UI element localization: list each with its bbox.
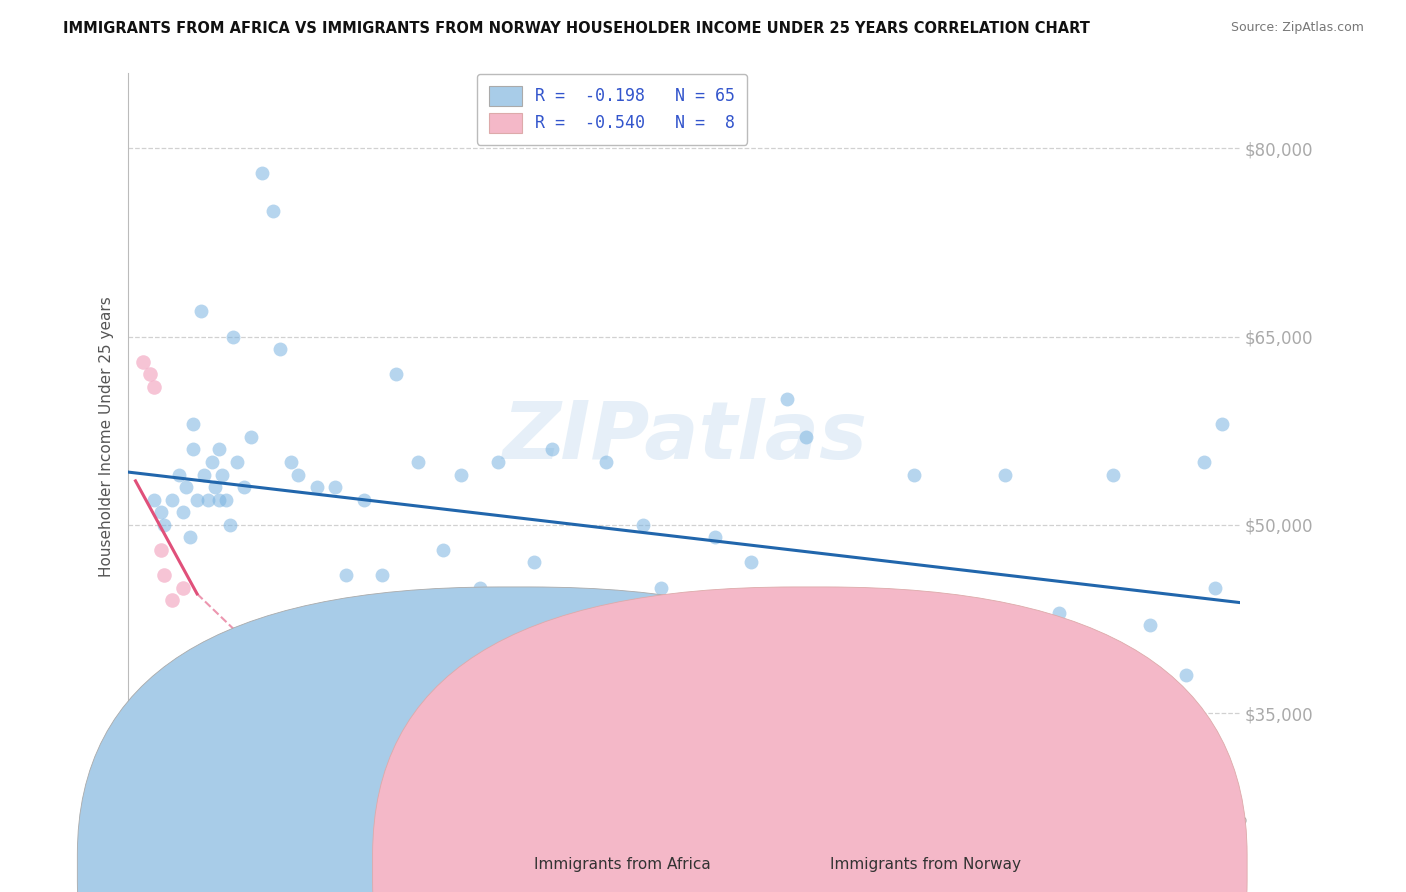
Point xyxy=(776,392,799,407)
Point xyxy=(704,530,727,544)
Point xyxy=(172,581,194,595)
Point xyxy=(371,568,394,582)
Point xyxy=(215,492,238,507)
Point xyxy=(208,442,231,457)
Text: Immigrants from Norway: Immigrants from Norway xyxy=(830,857,1021,872)
Point xyxy=(269,342,291,356)
Point xyxy=(650,581,672,595)
Y-axis label: Householder Income Under 25 years: Householder Income Under 25 years xyxy=(100,296,114,577)
Point xyxy=(252,166,274,180)
Point xyxy=(142,492,165,507)
Point xyxy=(179,530,201,544)
Point xyxy=(1204,581,1226,595)
Point xyxy=(523,556,546,570)
Point xyxy=(233,480,256,494)
Point xyxy=(1174,668,1197,682)
Point xyxy=(486,455,509,469)
Point xyxy=(153,517,176,532)
Point xyxy=(450,467,472,482)
Point xyxy=(1139,618,1161,632)
Point xyxy=(190,304,212,318)
Point xyxy=(160,492,183,507)
Point xyxy=(287,467,309,482)
Point xyxy=(721,643,744,657)
Point xyxy=(174,480,197,494)
Point xyxy=(866,593,889,607)
Text: Source: ZipAtlas.com: Source: ZipAtlas.com xyxy=(1230,21,1364,34)
Point xyxy=(208,492,231,507)
Point xyxy=(211,467,233,482)
Point xyxy=(172,505,194,519)
Point xyxy=(468,581,491,595)
Point xyxy=(353,492,375,507)
Text: IMMIGRANTS FROM AFRICA VS IMMIGRANTS FROM NORWAY HOUSEHOLDER INCOME UNDER 25 YEA: IMMIGRANTS FROM AFRICA VS IMMIGRANTS FRO… xyxy=(63,21,1090,36)
Point xyxy=(149,505,172,519)
Legend: R =  -0.198   N = 65, R =  -0.540   N =  8: R = -0.198 N = 65, R = -0.540 N = 8 xyxy=(477,74,747,145)
Point xyxy=(183,442,205,457)
Point xyxy=(939,744,962,758)
Point xyxy=(262,204,284,219)
Point xyxy=(1047,606,1070,620)
Point xyxy=(385,367,408,381)
Point xyxy=(558,618,581,632)
Point xyxy=(595,455,617,469)
Point xyxy=(183,417,205,432)
Point xyxy=(204,480,226,494)
Point xyxy=(139,367,162,381)
Point xyxy=(153,568,176,582)
Point xyxy=(541,442,564,457)
Point xyxy=(218,517,240,532)
Point xyxy=(149,542,172,557)
Point xyxy=(222,329,245,343)
Point xyxy=(132,354,155,368)
Point xyxy=(631,517,654,532)
Point xyxy=(994,467,1017,482)
Point xyxy=(668,693,690,707)
Point xyxy=(200,455,222,469)
Point xyxy=(186,492,208,507)
Point xyxy=(1102,467,1125,482)
Point xyxy=(1211,417,1233,432)
Point xyxy=(167,467,190,482)
Point xyxy=(305,480,328,494)
Text: Immigrants from Africa: Immigrants from Africa xyxy=(534,857,711,872)
Point xyxy=(142,380,165,394)
Point xyxy=(197,492,219,507)
Point xyxy=(406,455,429,469)
Point xyxy=(225,455,247,469)
Point xyxy=(193,467,215,482)
Point xyxy=(740,556,762,570)
Point xyxy=(903,467,925,482)
Point xyxy=(160,593,183,607)
Point xyxy=(335,568,357,582)
Point xyxy=(432,542,454,557)
Point xyxy=(831,731,853,746)
Point xyxy=(197,693,219,707)
Point xyxy=(1192,455,1215,469)
Point xyxy=(794,430,817,444)
Point xyxy=(240,430,263,444)
Point xyxy=(323,480,346,494)
Point xyxy=(280,455,302,469)
Text: ZIPatlas: ZIPatlas xyxy=(502,398,866,476)
